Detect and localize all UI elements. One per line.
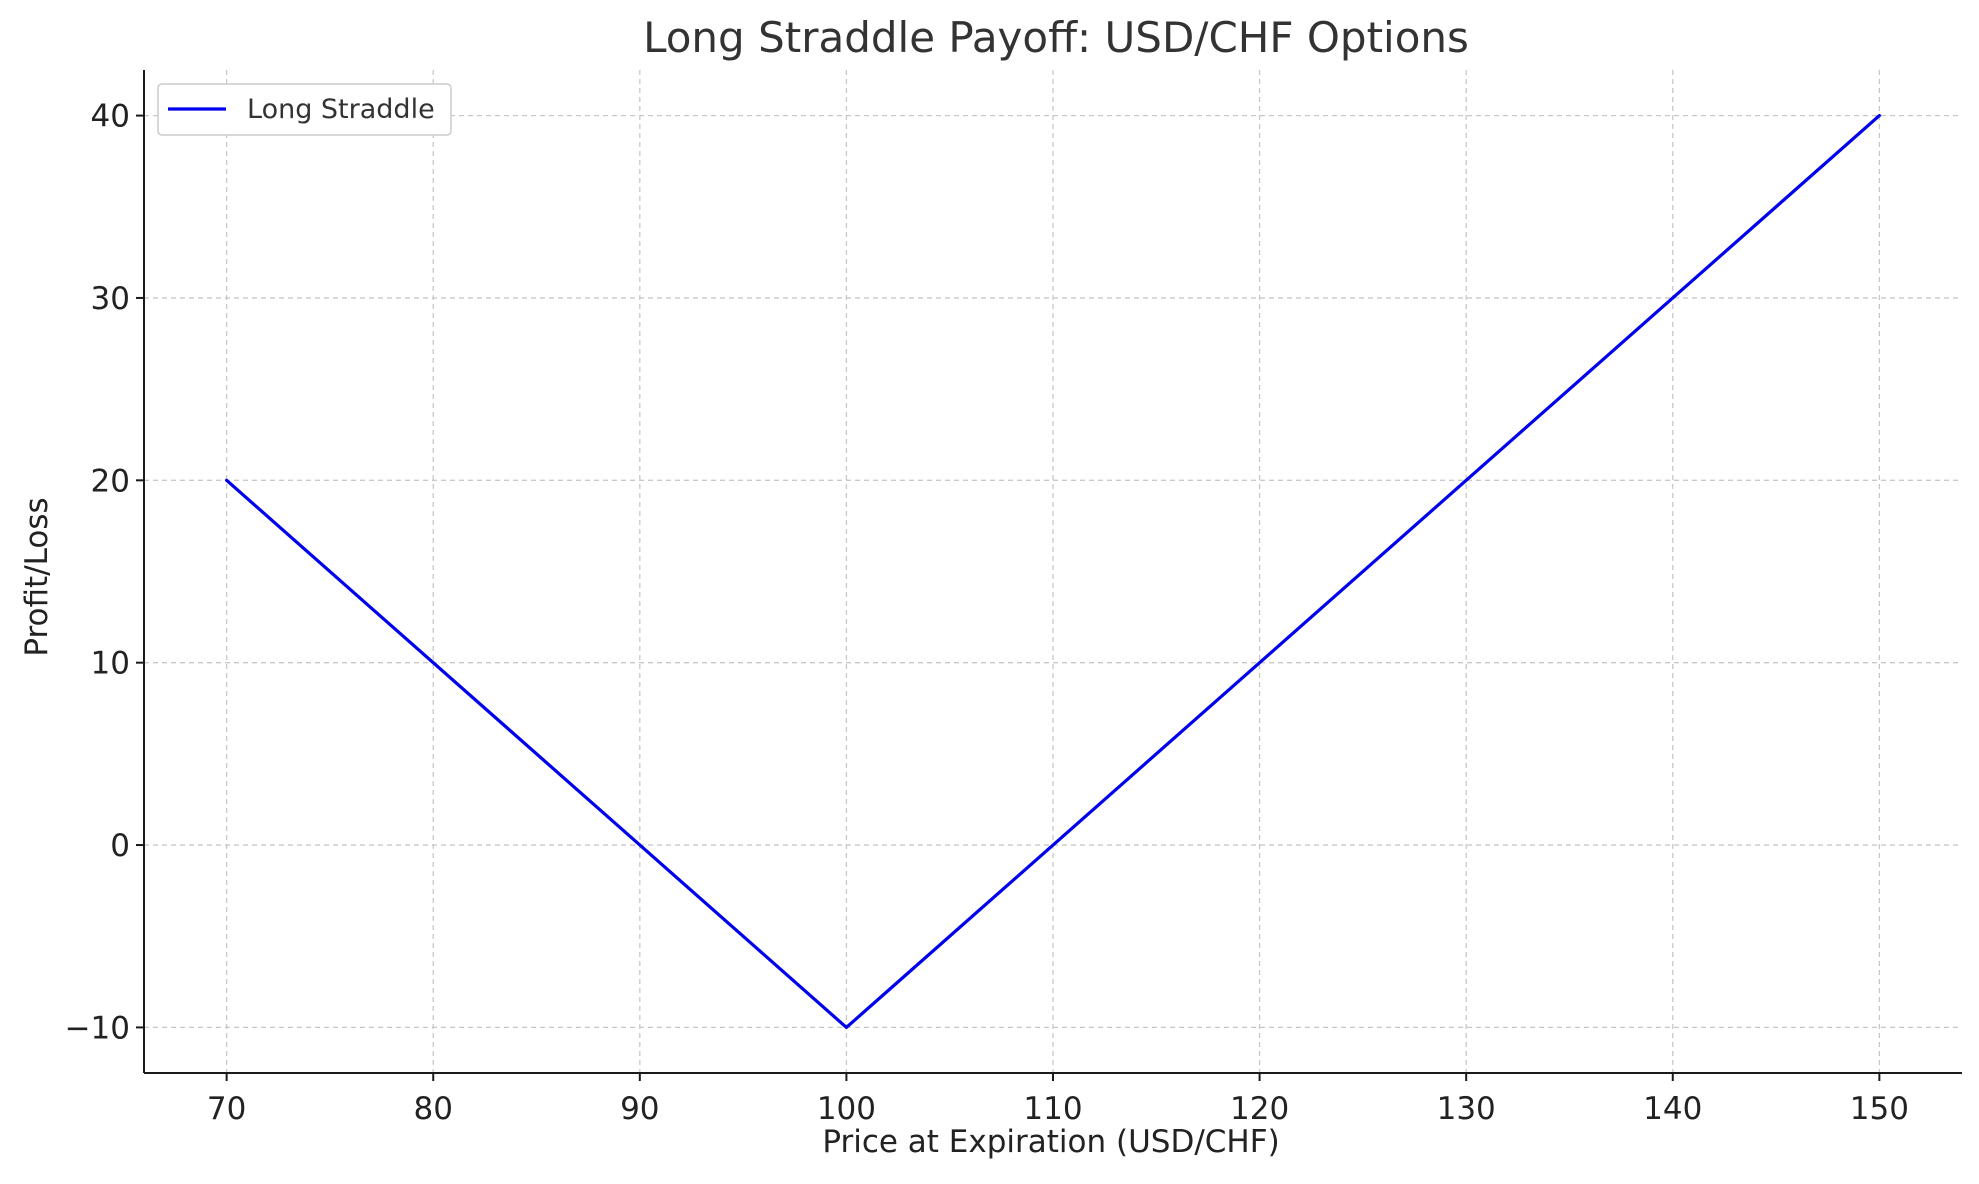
x-tick-label: 110	[1023, 1091, 1082, 1127]
y-tick-label: 40	[91, 99, 130, 135]
x-axis-title: Price at Expiration (USD/CHF)	[822, 1124, 1279, 1160]
y-tick-label: 10	[91, 646, 130, 682]
x-tick-label: 150	[1850, 1091, 1909, 1127]
axes-layer: 70 80 90 100 110 120 130 140 150 −10 0 10 20 30 40	[65, 70, 1962, 1127]
legend-frame	[157, 83, 452, 136]
series-line	[225, 113, 1881, 1030]
x-tick-label: 70	[207, 1091, 246, 1127]
legend: Long Straddle	[157, 83, 452, 136]
series-layer	[225, 113, 1881, 1030]
x-tick-label: 120	[1230, 1091, 1289, 1127]
x-tick-label: 80	[414, 1091, 453, 1127]
y-tick-label: −10	[65, 1010, 130, 1046]
chart-title: Long Straddle Payoff: USD/CHF Options	[643, 13, 1469, 62]
x-tick-label: 90	[620, 1091, 659, 1127]
legend-label: Long Straddle	[247, 94, 435, 125]
x-tick-label: 140	[1643, 1091, 1702, 1127]
grid-layer	[144, 70, 1962, 1073]
y-tick-label: 30	[91, 281, 130, 317]
y-axis-title: Profit/Loss	[19, 497, 55, 656]
y-tick-label: 0	[110, 828, 130, 864]
x-tick-label: 130	[1437, 1091, 1496, 1127]
y-tick-label: 20	[91, 463, 130, 499]
x-tick-label: 100	[817, 1091, 876, 1127]
